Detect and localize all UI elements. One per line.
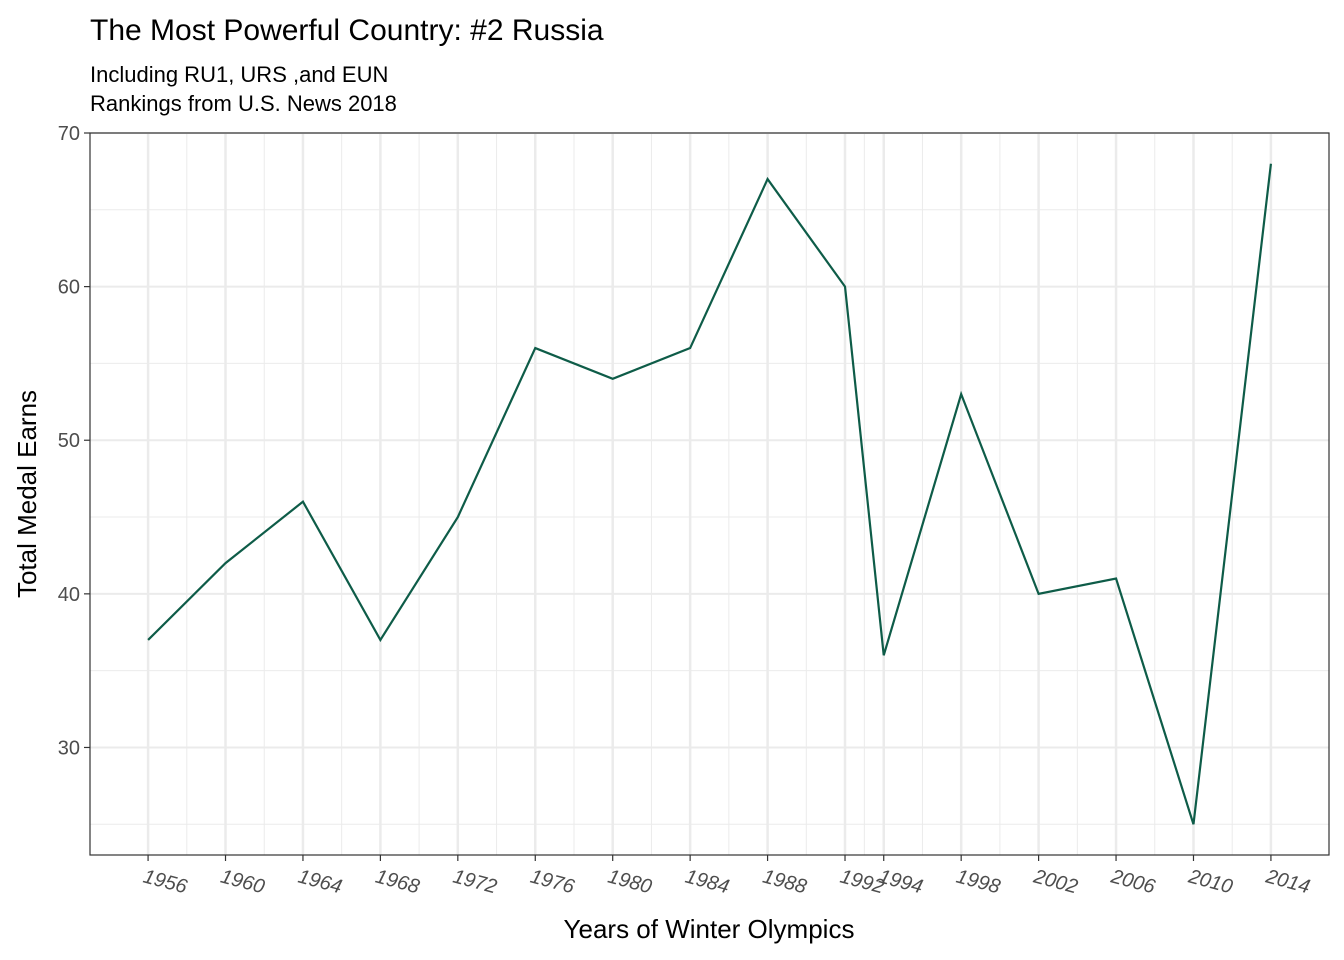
y-tick-label: 40	[58, 584, 80, 606]
y-tick-label: 50	[58, 430, 80, 452]
x-tick-label: 1976	[528, 866, 578, 899]
x-tick-label: 2014	[1263, 865, 1313, 898]
chart-subtitle-line-1: Including RU1, URS ,and EUN	[90, 62, 388, 87]
x-tick-label: 1972	[451, 866, 500, 899]
y-tick-label: 60	[58, 277, 80, 299]
x-tick-label: 1988	[760, 866, 809, 899]
x-tick-label: 1984	[683, 866, 732, 899]
y-axis: 30 40 50 60 70	[58, 123, 90, 759]
chart-subtitle-line-2: Rankings from U.S. News 2018	[90, 91, 397, 116]
x-tick-label: 2010	[1185, 865, 1235, 898]
y-tick-label: 70	[58, 123, 80, 145]
series-layer	[147, 163, 1273, 825]
x-tick-label: 1968	[373, 866, 422, 899]
x-tick-label: 1964	[296, 866, 345, 899]
grid-lines	[90, 132, 1329, 855]
x-tick-label: 2006	[1108, 865, 1158, 898]
x-axis-title: Years of Winter Olympics	[564, 914, 855, 944]
x-tick-label: 1994	[876, 866, 925, 899]
x-tick-label: 1960	[218, 866, 267, 899]
x-tick-label: 1956	[141, 866, 191, 899]
x-tick-label: 1980	[605, 866, 654, 899]
panel-border	[89, 132, 1330, 856]
x-tick-label: 2002	[1030, 865, 1080, 898]
y-axis-title: Total Medal Earns	[12, 390, 42, 598]
x-axis: 1956 1960 1964 1968 1972 1976 1980 1984 1988 1992…	[141, 855, 1313, 899]
series-line-1	[147, 163, 1273, 825]
chart-title: The Most Powerful Country: #2 Russia	[90, 14, 604, 47]
y-tick-label: 30	[58, 737, 80, 759]
x-tick-label: 1998	[954, 866, 1003, 899]
